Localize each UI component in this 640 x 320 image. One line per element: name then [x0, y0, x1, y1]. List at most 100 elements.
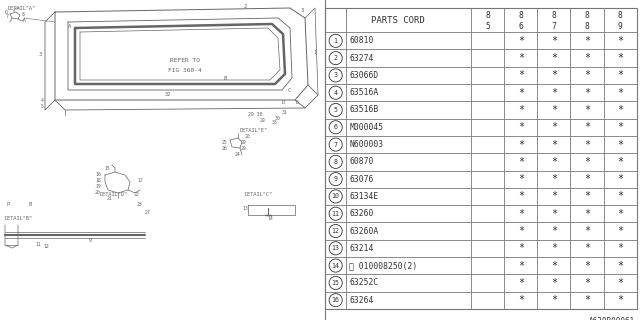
Text: *: *	[584, 209, 590, 219]
Text: 6: 6	[333, 124, 338, 130]
Text: *: *	[617, 105, 623, 115]
Text: 3: 3	[300, 7, 303, 12]
Text: 13: 13	[242, 205, 248, 211]
Text: N600003: N600003	[349, 140, 383, 149]
Text: 31: 31	[282, 110, 288, 116]
Text: 27: 27	[145, 210, 151, 214]
Text: 63516B: 63516B	[349, 106, 378, 115]
Text: 63264: 63264	[349, 296, 374, 305]
Text: *: *	[551, 140, 557, 149]
Text: *: *	[584, 36, 590, 46]
Text: *: *	[584, 278, 590, 288]
Text: 18: 18	[95, 178, 101, 182]
Text: B: B	[223, 76, 227, 81]
Text: *: *	[584, 226, 590, 236]
Text: *: *	[617, 157, 623, 167]
Text: 5: 5	[40, 103, 44, 108]
Text: *: *	[551, 157, 557, 167]
Text: *: *	[551, 226, 557, 236]
Text: A620B00061: A620B00061	[589, 317, 635, 320]
Text: 33: 33	[272, 119, 278, 124]
Text: 8: 8	[333, 159, 338, 165]
Text: 63214: 63214	[349, 244, 374, 253]
Text: *: *	[518, 88, 524, 98]
Text: 20: 20	[245, 134, 251, 140]
Text: *: *	[518, 36, 524, 46]
Text: 29 30: 29 30	[248, 113, 262, 117]
Text: 7: 7	[333, 141, 338, 148]
Text: *: *	[518, 70, 524, 80]
Text: 24: 24	[235, 153, 241, 157]
Text: 6: 6	[4, 10, 8, 14]
Text: 8: 8	[618, 11, 623, 20]
Text: 19: 19	[95, 183, 101, 188]
Text: 3: 3	[333, 72, 338, 78]
Text: Ⓑ 010008250(2): Ⓑ 010008250(2)	[349, 261, 417, 270]
Text: 9: 9	[333, 176, 338, 182]
Text: *: *	[518, 295, 524, 305]
Text: 21: 21	[107, 196, 113, 202]
Text: *: *	[551, 209, 557, 219]
Text: *: *	[518, 209, 524, 219]
Text: *: *	[551, 278, 557, 288]
Text: M000045: M000045	[349, 123, 383, 132]
Text: PARTS CORD: PARTS CORD	[371, 16, 425, 25]
Text: *: *	[617, 140, 623, 149]
Text: *: *	[551, 260, 557, 271]
Text: *: *	[551, 191, 557, 201]
Text: 23: 23	[137, 203, 143, 207]
Text: *: *	[584, 53, 590, 63]
Text: 9: 9	[618, 22, 623, 31]
Text: 9: 9	[88, 237, 92, 243]
Text: *: *	[518, 260, 524, 271]
Text: 29: 29	[241, 146, 247, 150]
Text: 11: 11	[332, 211, 340, 217]
Text: *: *	[617, 36, 623, 46]
Text: *: *	[617, 243, 623, 253]
Text: *: *	[617, 53, 623, 63]
Text: 30: 30	[275, 116, 281, 121]
Text: 20: 20	[95, 189, 101, 195]
Text: 8: 8	[552, 11, 556, 20]
Text: 63066D: 63066D	[349, 71, 378, 80]
Text: 10: 10	[332, 193, 340, 199]
Text: *: *	[584, 191, 590, 201]
Text: 63516A: 63516A	[349, 88, 378, 97]
Text: A: A	[22, 18, 26, 22]
Text: *: *	[551, 295, 557, 305]
Text: *: *	[584, 122, 590, 132]
Text: 6: 6	[518, 22, 524, 31]
Text: *: *	[518, 157, 524, 167]
Text: P: P	[6, 203, 10, 207]
Text: *: *	[584, 70, 590, 80]
Text: *: *	[518, 122, 524, 132]
Text: 16: 16	[332, 297, 340, 303]
Text: *: *	[551, 36, 557, 46]
Text: REFER TO: REFER TO	[170, 58, 200, 62]
Text: *: *	[551, 88, 557, 98]
Text: C: C	[287, 89, 291, 93]
Text: 2: 2	[243, 4, 246, 10]
Text: 22: 22	[134, 193, 140, 197]
Text: *: *	[518, 278, 524, 288]
Text: 3: 3	[38, 52, 42, 58]
Text: *: *	[617, 122, 623, 132]
Text: 60810: 60810	[349, 36, 374, 45]
Text: DETAIL"D": DETAIL"D"	[100, 193, 128, 197]
Text: *: *	[584, 174, 590, 184]
Text: B: B	[28, 203, 31, 207]
Text: *: *	[518, 243, 524, 253]
Text: 5: 5	[333, 107, 338, 113]
Text: *: *	[584, 105, 590, 115]
Text: *: *	[584, 243, 590, 253]
Text: 63260: 63260	[349, 209, 374, 218]
Text: 26: 26	[222, 146, 228, 150]
Text: 1: 1	[314, 50, 317, 54]
Text: 5: 5	[485, 22, 490, 31]
Text: 1: 1	[333, 38, 338, 44]
Text: *: *	[551, 122, 557, 132]
Text: 4: 4	[40, 98, 44, 102]
Text: *: *	[584, 88, 590, 98]
Text: *: *	[518, 191, 524, 201]
Text: A: A	[68, 25, 72, 29]
